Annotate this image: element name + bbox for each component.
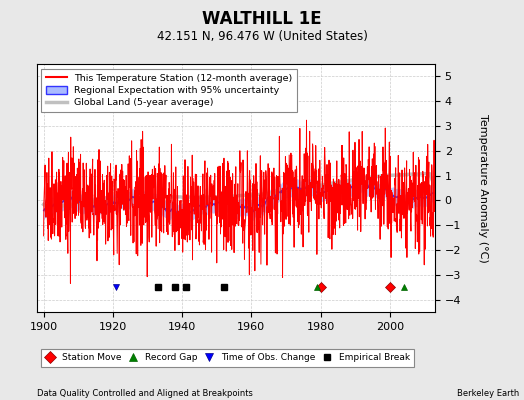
Text: 42.151 N, 96.476 W (United States): 42.151 N, 96.476 W (United States) — [157, 30, 367, 43]
Text: WALTHILL 1E: WALTHILL 1E — [202, 10, 322, 28]
Text: Berkeley Earth: Berkeley Earth — [456, 389, 519, 398]
Y-axis label: Temperature Anomaly (°C): Temperature Anomaly (°C) — [478, 114, 488, 262]
Legend: Station Move, Record Gap, Time of Obs. Change, Empirical Break: Station Move, Record Gap, Time of Obs. C… — [41, 349, 414, 367]
Text: Data Quality Controlled and Aligned at Breakpoints: Data Quality Controlled and Aligned at B… — [37, 389, 253, 398]
